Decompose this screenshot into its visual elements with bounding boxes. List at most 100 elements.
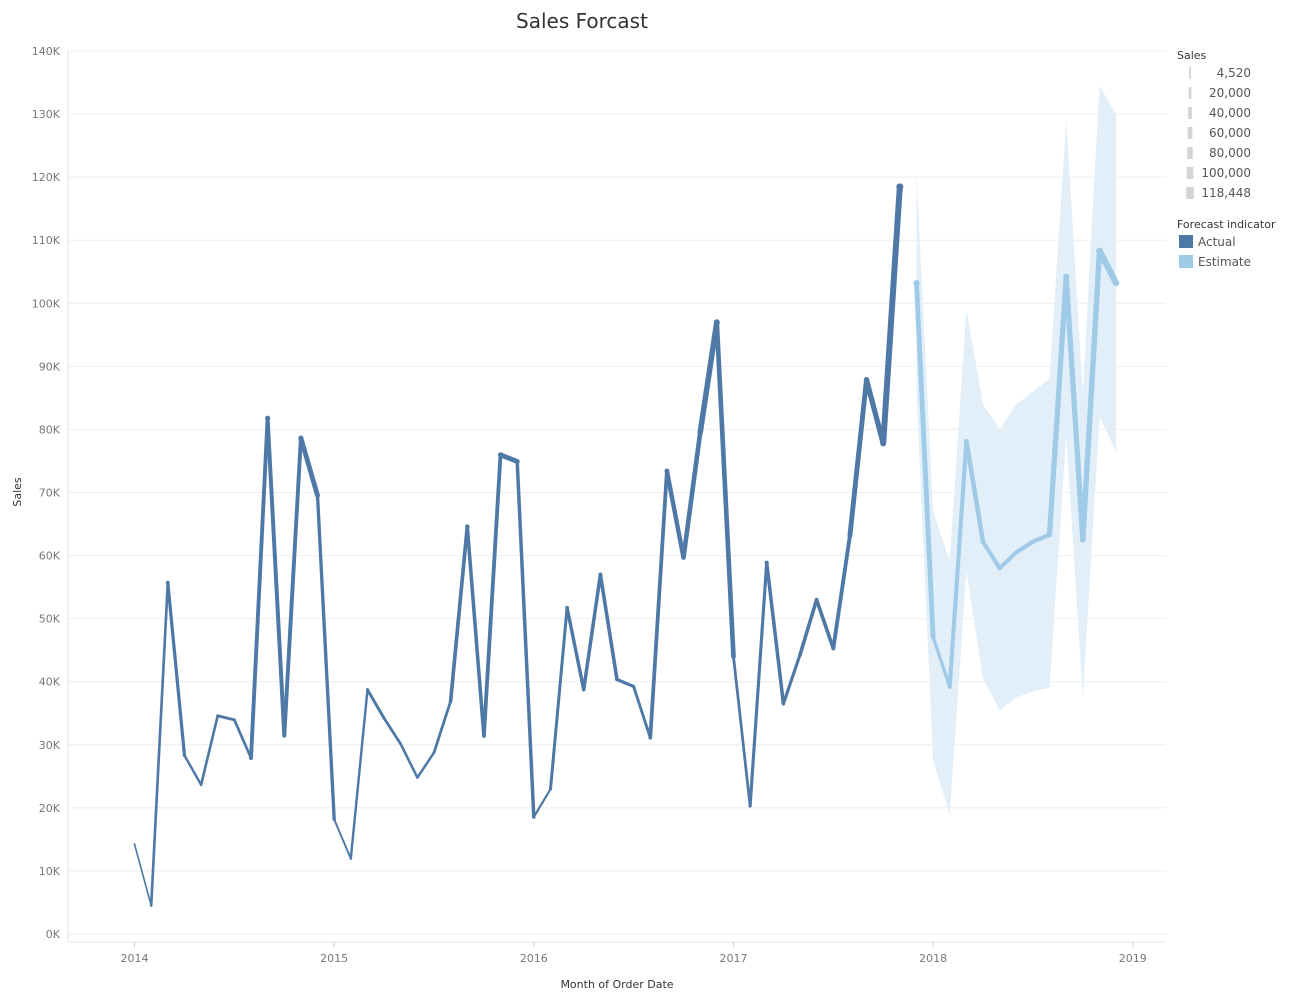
actual-line-segment (781, 653, 802, 706)
actual-point (549, 787, 552, 791)
color-legend-title: Forecast indicator (1177, 218, 1276, 231)
actual-line-segment (166, 581, 187, 758)
actual-point (183, 754, 186, 757)
y-tick-label: 120K (32, 171, 61, 184)
estimate-line-segment (1096, 247, 1120, 287)
actual-line-segment (764, 560, 786, 706)
actual-line-segment (149, 581, 170, 907)
actual-line-segment (315, 493, 336, 822)
estimate-point (913, 279, 920, 287)
actual-point (150, 904, 152, 907)
actual-point (498, 452, 503, 458)
size-legend-label: 40,000 (1209, 106, 1251, 120)
actual-point (713, 319, 720, 326)
actual-line-segment (697, 319, 720, 436)
actual-line-segment (233, 718, 253, 760)
x-tick-label: 2014 (121, 952, 149, 965)
size-legend-swatch (1187, 127, 1193, 139)
color-legend-swatch-estimate (1179, 255, 1193, 268)
estimate-line-segment (1063, 274, 1086, 543)
actual-line-segment (333, 818, 352, 860)
actual-point (298, 435, 304, 441)
actual-point (749, 804, 752, 808)
actual-line-segment (199, 714, 220, 787)
y-tick-label: 70K (39, 487, 61, 500)
actual-point (333, 818, 336, 821)
estimate-point (931, 635, 935, 639)
actual-line-segment (481, 452, 503, 738)
y-tick-label: 50K (39, 613, 61, 626)
estimate-line-segment (997, 550, 1019, 571)
size-legend-swatch (1189, 67, 1191, 79)
y-tick-label: 30K (39, 739, 61, 752)
y-tick-label: 10K (39, 865, 61, 878)
estimate-point (948, 685, 952, 689)
y-tick-label: 60K (39, 550, 61, 563)
legend: Sales 4,520 20,000 40,000 60,000 80,000 100,0… (1177, 49, 1276, 269)
series-estimate (913, 247, 1120, 689)
actual-point (781, 702, 785, 706)
actual-line-segment (798, 598, 819, 657)
y-tick-label: 80K (39, 423, 61, 436)
actual-line-segment (632, 684, 652, 740)
actual-line-segment (681, 430, 703, 560)
actual-line-segment (432, 699, 453, 755)
estimate-point (980, 539, 986, 544)
actual-point (282, 734, 286, 737)
size-legend-label: 118,448 (1201, 186, 1251, 200)
color-legend-swatch-actual (1179, 235, 1193, 248)
forecast-band (916, 85, 1117, 815)
y-tick-label: 0K (46, 928, 61, 941)
estimate-point (1063, 273, 1070, 280)
actual-point (216, 714, 220, 718)
actual-point (465, 524, 470, 529)
actual-point (133, 843, 136, 846)
actual-line-segment (847, 377, 869, 539)
actual-point (863, 377, 870, 383)
actual-line-segment (831, 533, 852, 651)
actual-point (382, 716, 386, 720)
estimate-line-segment (964, 439, 986, 545)
estimate-line-segment (1046, 274, 1069, 538)
series-actual (133, 183, 904, 907)
estimate-point (997, 566, 1002, 571)
actual-line-segment (748, 561, 769, 808)
actual-point (565, 605, 569, 610)
actual-line-segment (133, 843, 153, 907)
actual-line-segment (382, 716, 403, 746)
estimate-point (1030, 539, 1036, 544)
y-tick-label: 110K (32, 234, 61, 247)
y-tick-label: 40K (39, 676, 61, 689)
actual-line-segment (249, 416, 270, 760)
actual-line-segment (265, 416, 287, 738)
actual-line-segment (863, 377, 886, 447)
actual-line-segment (366, 688, 386, 720)
size-legend-swatch (1186, 167, 1194, 179)
actual-point (598, 572, 603, 577)
actual-point (399, 742, 403, 746)
y-tick-label: 90K (39, 360, 61, 373)
x-axis-ticks: 2014 2015 2016 2017 2018 2019 (121, 942, 1147, 965)
size-legend: 4,520 20,000 40,000 60,000 80,000 100,000 118,… (1186, 66, 1251, 200)
actual-point (697, 430, 703, 436)
actual-point (764, 560, 769, 565)
size-legend-swatch (1187, 147, 1193, 159)
size-legend-swatch (1186, 187, 1194, 199)
actual-line-segment (498, 452, 520, 464)
actual-line-segment (183, 754, 203, 787)
actual-point (365, 688, 370, 692)
actual-line-segment (448, 524, 470, 704)
actual-line-segment (532, 787, 552, 819)
estimate-point (1014, 550, 1019, 555)
size-legend-swatch (1188, 87, 1192, 99)
size-legend-title: Sales (1177, 49, 1207, 62)
actual-point (349, 857, 352, 860)
y-tick-label: 140K (32, 45, 61, 58)
actual-line-segment (598, 572, 619, 682)
actual-line-segment (282, 436, 303, 738)
actual-line-segment (515, 459, 536, 819)
size-legend-label: 100,000 (1201, 166, 1251, 180)
estimate-line-segment (931, 635, 952, 689)
estimate-point (1047, 532, 1052, 537)
actual-line-segment (664, 468, 686, 560)
